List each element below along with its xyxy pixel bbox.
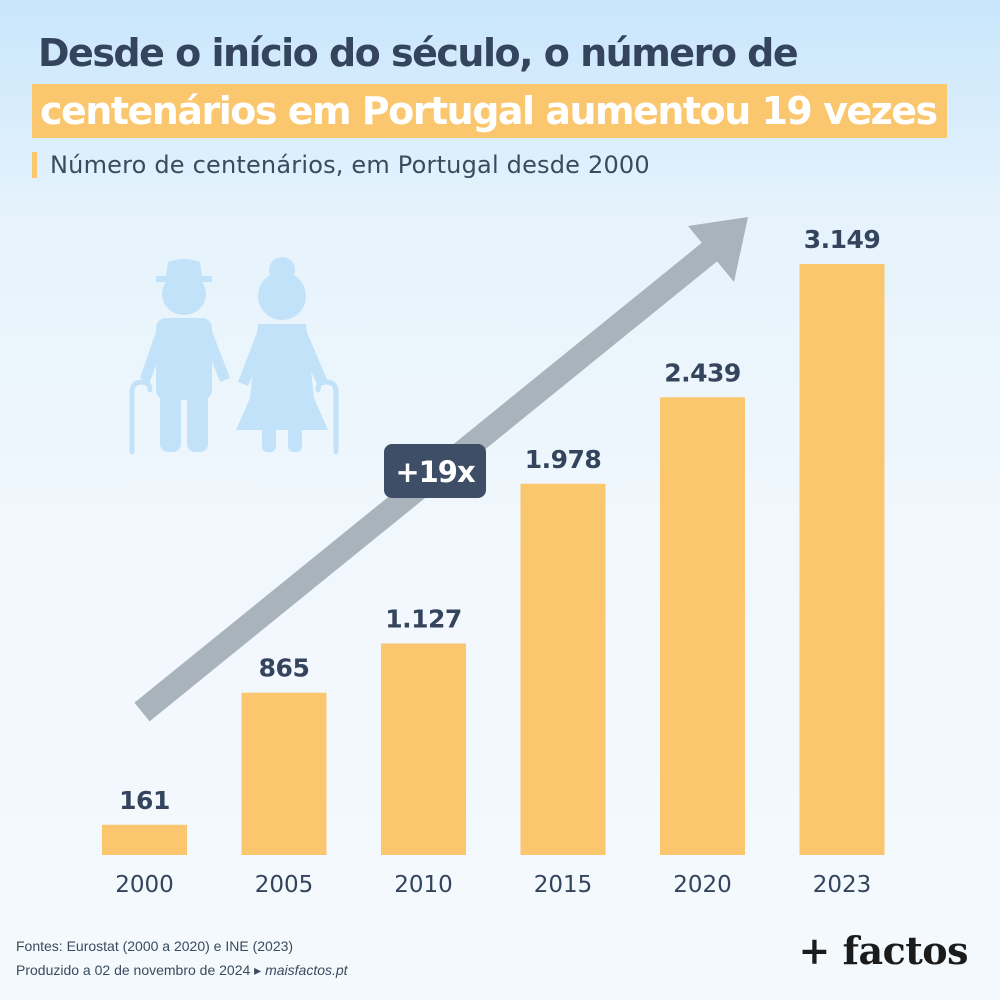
produced-text: Produzido a 02 de novembro de 2024 xyxy=(16,962,251,978)
footer: Fontes: Eurostat (2000 a 2020) e INE (20… xyxy=(16,934,348,982)
elderly-couple-icon xyxy=(129,257,339,455)
x-tick-label-2023: 2023 xyxy=(813,872,872,898)
growth-badge-label: +19x xyxy=(395,455,476,489)
bar-2005 xyxy=(241,692,327,855)
x-tick-label-2010: 2010 xyxy=(394,872,453,898)
value-label-2020: 2.439 xyxy=(664,358,741,387)
bar-2015 xyxy=(520,483,606,855)
bar-2000 xyxy=(102,824,187,855)
value-label-2015: 1.978 xyxy=(525,445,602,474)
x-tick-label-2020: 2020 xyxy=(673,872,732,898)
value-label-2023: 3.149 xyxy=(804,225,881,254)
x-tick-label-2000: 2000 xyxy=(115,872,174,898)
chart-subtitle: Número de centenários, em Portugal desde… xyxy=(32,150,650,180)
title-line-2: centenários em Portugal aumentou 19 veze… xyxy=(32,84,947,138)
bar-2020 xyxy=(660,397,745,855)
site-link[interactable]: maisfactos.pt xyxy=(265,962,348,978)
title-line-1: Desde o início do século, o número de xyxy=(38,31,799,75)
produced-line: Produzido a 02 de novembro de 2024 ▸ mai… xyxy=(16,958,348,982)
value-label-2005: 865 xyxy=(259,654,310,683)
value-label-2000: 161 xyxy=(119,786,170,815)
value-label-2010: 1.127 xyxy=(385,604,462,633)
x-tick-label-2015: 2015 xyxy=(534,872,593,898)
bar-2023 xyxy=(799,264,885,855)
sources-text: Fontes: Eurostat (2000 a 2020) e INE (20… xyxy=(16,938,294,954)
bar-2010 xyxy=(381,643,466,855)
brand-logo: + factos xyxy=(798,928,969,973)
growth-badge: +19x xyxy=(384,444,486,498)
arrow-glyph-icon: ▸ xyxy=(254,962,262,978)
x-tick-label-2005: 2005 xyxy=(255,872,314,898)
